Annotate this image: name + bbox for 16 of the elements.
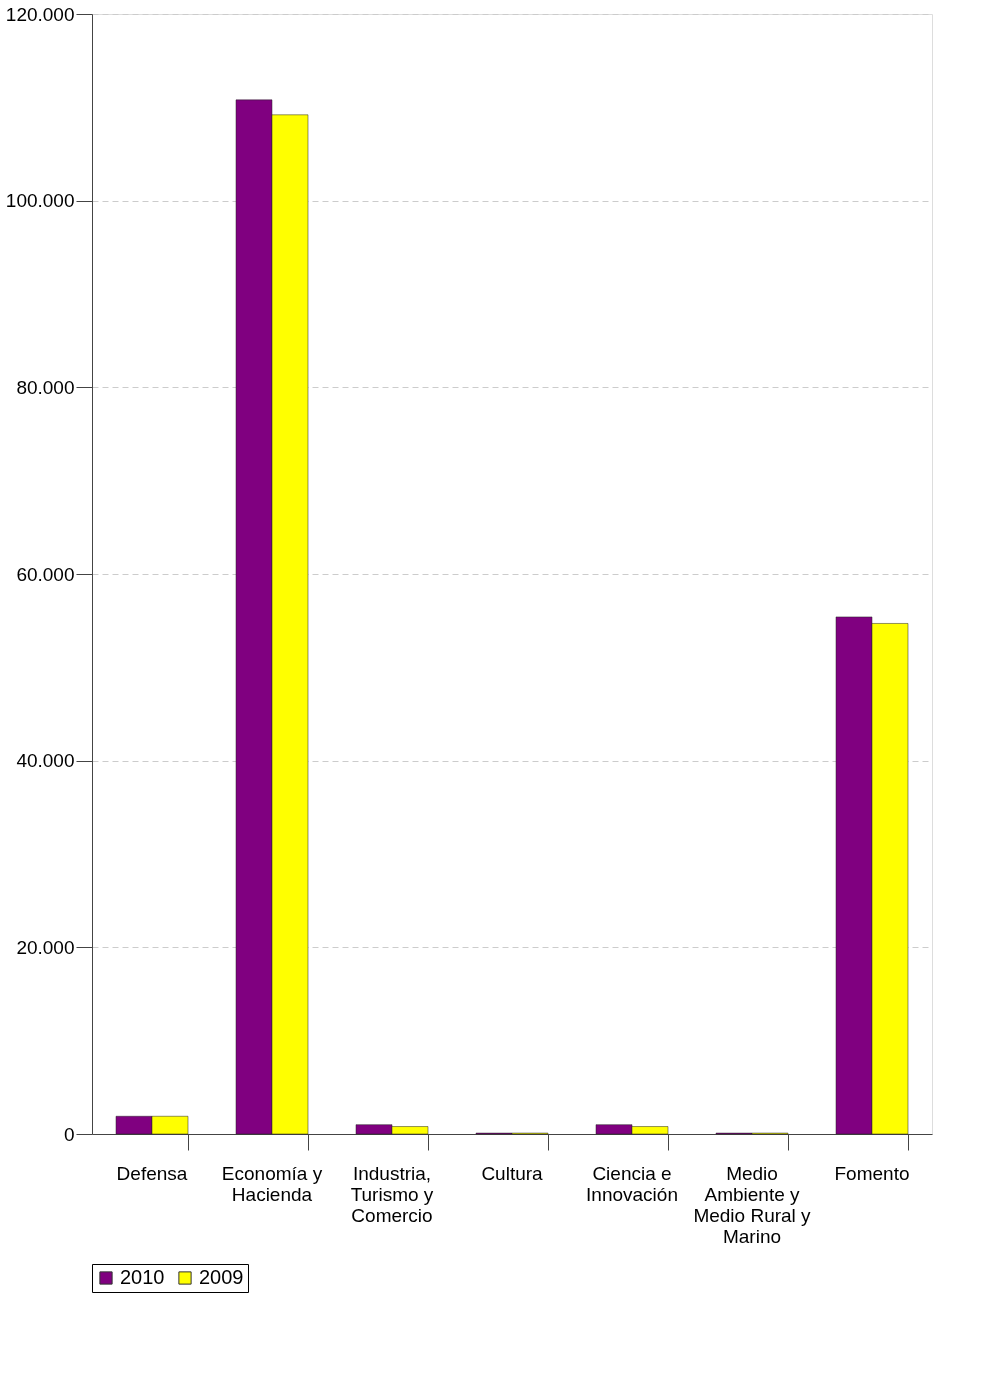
y-tick-label: 0 xyxy=(63,1123,75,1145)
legend-label: 2009 xyxy=(199,1266,244,1288)
y-tick-label: 120.000 xyxy=(5,3,75,25)
y-tick-label: 60.000 xyxy=(16,563,75,585)
y-tick-label: 40.000 xyxy=(16,750,75,772)
y-tick-label: 100.000 xyxy=(5,190,75,212)
x-tick-label: Industria, Turismo y Comercio xyxy=(350,1162,434,1226)
x-tick-label: Defensa xyxy=(116,1162,188,1184)
x-tick-label: Cultura xyxy=(481,1162,544,1184)
y-tick-label: 80.000 xyxy=(16,376,75,398)
x-tick-label: Ciencia e Innovación xyxy=(586,1162,678,1205)
x-tick-label: Medio Ambiente y Medio Rural y Marino xyxy=(693,1162,812,1247)
x-tick-label: Fomento xyxy=(834,1162,910,1184)
y-tick-label: 20.000 xyxy=(16,936,75,958)
legend-label: 2010 xyxy=(120,1266,165,1288)
x-tick-label: Economía y Hacienda xyxy=(221,1162,323,1205)
